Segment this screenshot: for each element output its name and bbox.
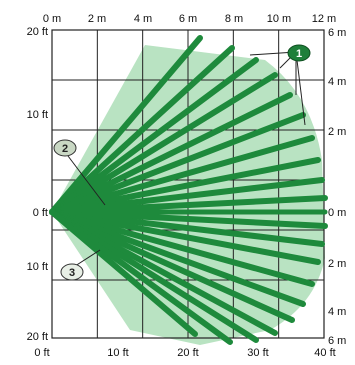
- right-axis-tick: 6 m: [328, 27, 346, 39]
- top-axis-tick: 4 m: [134, 13, 152, 25]
- zone-beam: [49, 157, 321, 215]
- top-axis: 0 m 2 m 4 m 6 m 8 m 10 m 12 m: [43, 13, 336, 25]
- right-axis-tick: 4 m: [328, 306, 346, 318]
- zone-beam: [49, 209, 306, 307]
- bottom-axis-tick: 30 ft: [247, 347, 268, 359]
- right-axis: 6 m 4 m 2 m 0 m 2 m 4 m 6 m: [328, 27, 346, 347]
- left-axis-tick: 10 ft: [27, 109, 48, 121]
- zone-beam: [49, 135, 315, 215]
- left-axis: 20 ft 10 ft 0 ft 10 ft 20 ft: [27, 26, 48, 343]
- callout-2: 2: [53, 139, 77, 157]
- zone-beam: [49, 57, 259, 215]
- zone-beam: [49, 209, 321, 265]
- top-axis-tick: 2 m: [88, 13, 106, 25]
- zone-beam: [49, 177, 325, 215]
- callout-1-label: 1: [296, 48, 302, 60]
- top-axis-tick: 8 m: [225, 13, 243, 25]
- zone-beam: [49, 209, 328, 229]
- right-axis-tick: 4 m: [328, 76, 346, 88]
- zone-beam: [49, 92, 293, 215]
- zone-beam: [49, 209, 198, 337]
- left-axis-tick: 10 ft: [27, 261, 48, 273]
- bottom-axis-tick: 20 ft: [177, 347, 198, 359]
- top-axis-tick: 6 m: [179, 13, 197, 25]
- zone-beam: [49, 45, 235, 215]
- left-axis-tick: 20 ft: [27, 26, 48, 38]
- zone-beam: [49, 209, 325, 247]
- right-axis-tick: 2 m: [328, 126, 346, 138]
- bottom-axis-tick: 40 ft: [314, 347, 335, 359]
- top-axis-tick: 12 m: [312, 13, 336, 25]
- bottom-axis-tick: 10 ft: [107, 347, 128, 359]
- callout-1: 1: [287, 44, 311, 62]
- zone-beams: [49, 35, 328, 345]
- zone-beam: [49, 209, 295, 323]
- callout-3-label: 3: [69, 267, 75, 279]
- right-axis-tick: 6 m: [328, 335, 346, 347]
- zone-beam: [49, 72, 278, 215]
- bottom-axis: 0 ft 10 ft 20 ft 30 ft 40 ft: [34, 347, 335, 359]
- callout-3: 3: [60, 263, 84, 281]
- callout-2-label: 2: [62, 143, 68, 155]
- top-axis-tick: 10 m: [267, 13, 291, 25]
- left-axis-tick: 0 ft: [33, 207, 48, 219]
- top-axis-tick: 0 m: [43, 13, 61, 25]
- zone-beam: [49, 35, 203, 215]
- left-axis-tick: 20 ft: [27, 331, 48, 343]
- zone-beam: [49, 209, 315, 287]
- right-axis-tick: 2 m: [328, 258, 346, 270]
- plot-frame: [51, 29, 325, 339]
- bottom-axis-tick: 0 ft: [34, 347, 49, 359]
- zone-beam: [49, 112, 306, 215]
- right-axis-tick: 0 m: [328, 207, 346, 219]
